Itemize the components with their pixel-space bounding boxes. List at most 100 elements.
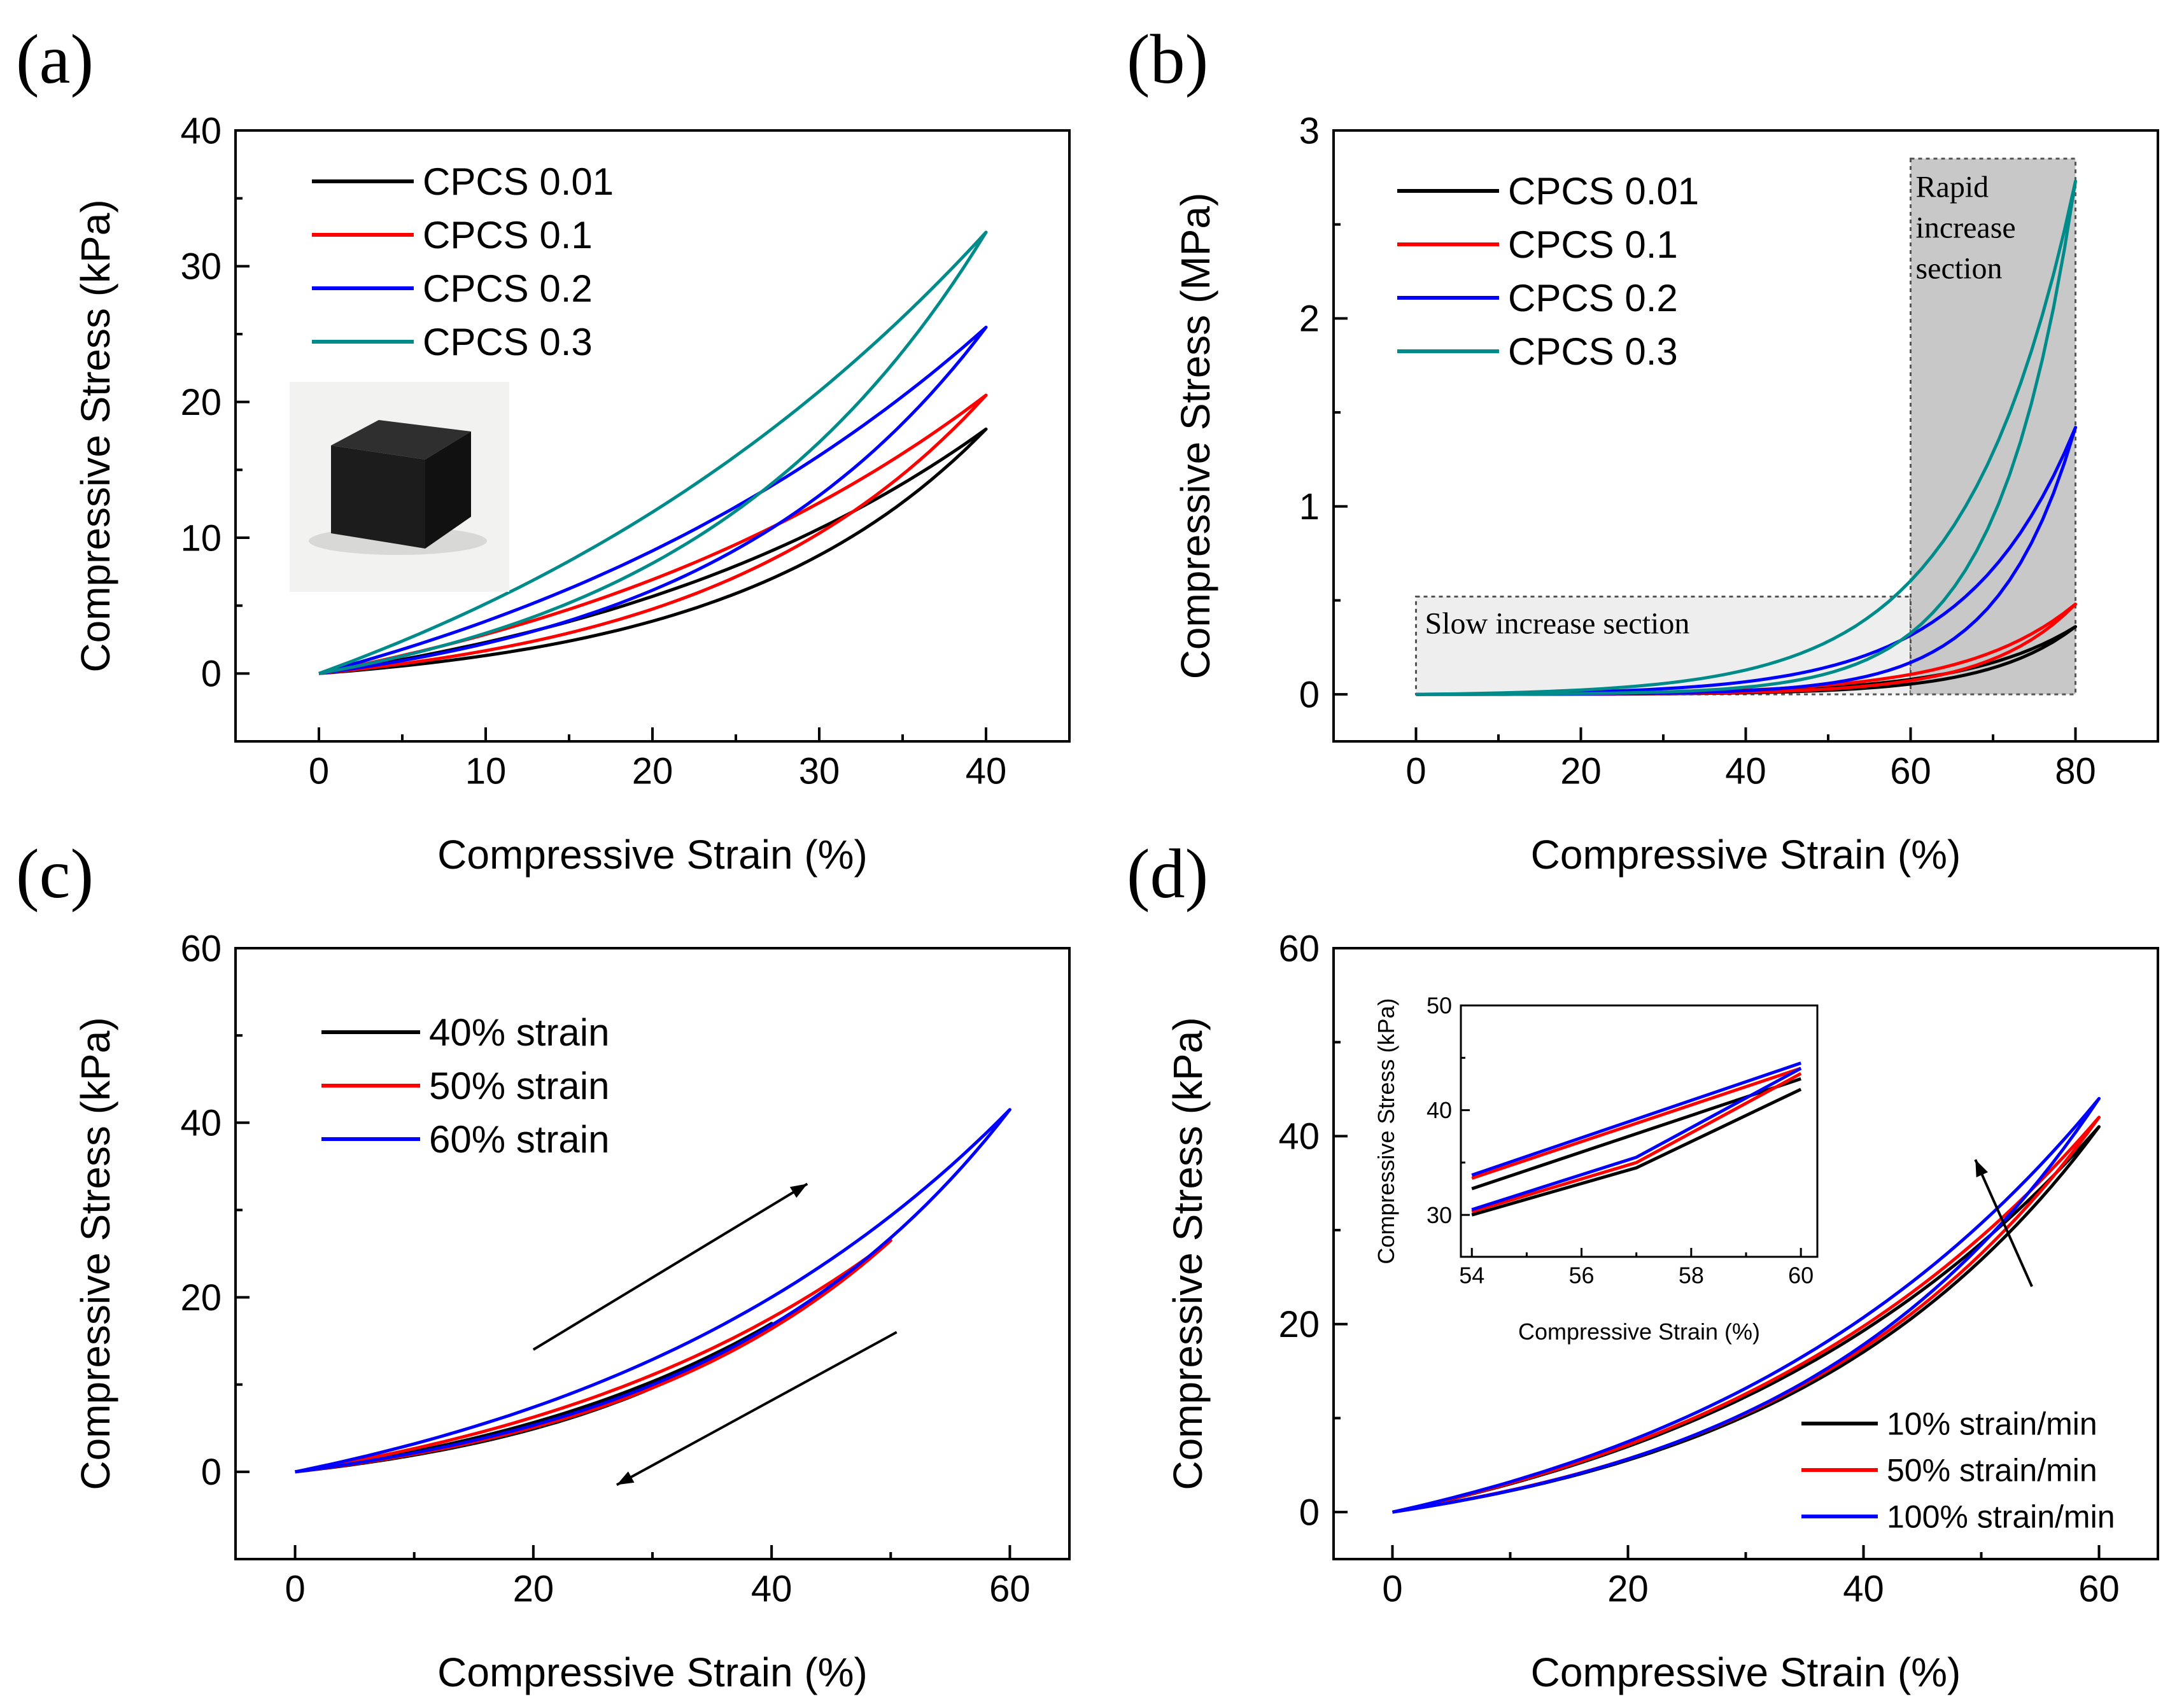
chart-panel-c: (c) 0 20 40 60 0 20 40 60 Compressive Strain (%) C… — [16, 835, 1071, 1695]
slow-increase-region — [1415, 596, 1912, 696]
chart-panel-b: (b) Slow increase section Rapid increase sec… — [1127, 20, 2159, 878]
rapid-increase-label: Rapid — [1916, 170, 1989, 204]
series-line-cpcs-0-3 — [318, 230, 988, 675]
y-tick-label: 0 — [1299, 1492, 1320, 1533]
y-tick-label: 0 — [1299, 674, 1320, 715]
x-axis-label: Compressive Strain (%) — [1531, 832, 1961, 878]
legend-entry: CPCS 0.01 — [1508, 170, 1699, 213]
x-tick-label: 58 — [1679, 1262, 1704, 1288]
y-tick-label: 10 — [180, 517, 222, 559]
y-axis-label: Compressive Stress (MPa) — [1173, 193, 1218, 680]
x-tick-label: 40 — [1725, 751, 1766, 792]
legend-entry: 100% strain/min — [1887, 1499, 2115, 1535]
foam-cube-photo — [290, 382, 509, 592]
legend-entry: CPCS 0.2 — [423, 267, 593, 310]
slow-increase-label: Slow increase section — [1425, 607, 1690, 641]
legend-entry: 50% strain/min — [1887, 1453, 2097, 1488]
x-tick-label: 0 — [309, 751, 329, 792]
y-tick-label: 40 — [1427, 1097, 1452, 1123]
inset-unload-line — [1471, 1067, 1801, 1180]
legend: 40% strain 50% strain 60% strain — [321, 1011, 609, 1161]
legend-entry: 60% strain — [429, 1118, 609, 1161]
inset-load-line — [1471, 1088, 1802, 1217]
x-tick-label: 20 — [1607, 1569, 1649, 1610]
x-tick-label: 20 — [513, 1569, 554, 1610]
y-tick-label: 20 — [1278, 1304, 1320, 1345]
y-tick-label: 40 — [180, 110, 222, 151]
y-tick-label: 60 — [1278, 928, 1320, 969]
y-tick-label: 20 — [180, 382, 222, 423]
arrow-loading — [532, 1182, 808, 1351]
x-axis-label: Compressive Strain (%) — [1518, 1319, 1760, 1345]
x-tick-label: 56 — [1569, 1262, 1595, 1288]
x-axis-label: Compressive Strain (%) — [437, 1649, 868, 1695]
plot-frame — [234, 947, 1071, 1560]
series-line-60-strain — [295, 1108, 1011, 1474]
series-line-cpcs-0-3 — [1416, 179, 2077, 696]
x-tick-label: 30 — [799, 751, 840, 792]
y-tick-label: 40 — [1278, 1116, 1320, 1158]
y-tick-label: 30 — [180, 246, 222, 288]
arrow-increasing-rate — [1974, 1159, 2033, 1287]
series-line-40-strain — [295, 1322, 773, 1474]
y-tick-label: 30 — [1427, 1202, 1452, 1228]
chart-panel-d: (d) 0 20 40 60 0 20 40 60 Compressive Strain (%) C… — [1127, 835, 2159, 1695]
x-tick-label: 0 — [1406, 751, 1426, 792]
cube-front-face — [331, 445, 425, 549]
x-tick-label: 0 — [1382, 1569, 1402, 1610]
x-tick-label: 20 — [1560, 751, 1602, 792]
panel-label: (b) — [1127, 20, 1208, 98]
rapid-increase-label: section — [1916, 251, 2003, 285]
series-line-100-strain-min — [1391, 1096, 2101, 1514]
legend-entry: CPCS 0.01 — [423, 160, 614, 203]
series-line-cpcs-0-1 — [318, 393, 988, 675]
y-axis-label: Compressive Stress (kPa) — [73, 1017, 118, 1490]
y-tick-label: 40 — [180, 1103, 222, 1144]
series-group — [1391, 1096, 2101, 1514]
inset-load-line — [1471, 1072, 1802, 1214]
y-tick-label: 3 — [1299, 110, 1320, 151]
legend: CPCS 0.01 CPCS 0.1 CPCS 0.2 CPCS 0.3 — [312, 160, 614, 363]
cube-top-face — [331, 420, 471, 459]
y-axis-label: Compressive Stress (kPa) — [1165, 1017, 1211, 1490]
legend-entry: CPCS 0.1 — [1508, 223, 1678, 266]
x-tick-label: 40 — [1843, 1569, 1884, 1610]
y-axis-label: Compressive Stress (kPa) — [1373, 998, 1399, 1264]
cube-side-face — [425, 431, 471, 549]
legend-entry: CPCS 0.1 — [423, 214, 593, 256]
x-axis-label: Compressive Strain (%) — [437, 832, 868, 878]
x-axis-label: Compressive Strain (%) — [1531, 1649, 1961, 1695]
arrow-unloading — [616, 1331, 898, 1487]
series-group — [318, 230, 988, 675]
plot-frame — [1460, 1004, 1819, 1258]
legend-entry: 40% strain — [429, 1011, 609, 1054]
x-tick-label: 60 — [1890, 751, 1931, 792]
x-tick-label: 0 — [285, 1569, 305, 1610]
arrow-unloading-head — [616, 1471, 635, 1485]
legend-entry: 10% strain/min — [1887, 1406, 2097, 1442]
arrow-increasing-rate-head — [1975, 1159, 1988, 1178]
panel-label: (a) — [16, 20, 94, 98]
series-line-cpcs-0-2 — [318, 325, 988, 675]
y-tick-label: 50 — [1427, 993, 1452, 1019]
x-tick-label: 20 — [632, 751, 673, 792]
legend: 10% strain/min 50% strain/min 100% strain/… — [1801, 1406, 2115, 1535]
legend-entry: CPCS 0.3 — [423, 321, 593, 363]
inset-load-line — [1471, 1067, 1802, 1212]
legend: CPCS 0.01 CPCS 0.1 CPCS 0.2 CPCS 0.3 — [1397, 170, 1699, 373]
x-tick-label: 60 — [2078, 1569, 2120, 1610]
legend-entry: CPCS 0.2 — [1508, 277, 1678, 319]
legend-entry: 50% strain — [429, 1065, 609, 1107]
x-tick-label: 54 — [1459, 1262, 1484, 1288]
x-tick-label: 40 — [751, 1569, 793, 1610]
x-tick-label: 10 — [465, 751, 507, 792]
y-tick-label: 2 — [1299, 298, 1320, 340]
x-tick-label: 60 — [1788, 1262, 1814, 1288]
y-tick-label: 1 — [1299, 486, 1320, 528]
arrow-loading-head — [789, 1184, 808, 1198]
chart-panel-a: (a) 0 10 20 30 40 0 10 20 30 40 Compressive Strain … — [16, 20, 1071, 878]
x-tick-label: 40 — [966, 751, 1007, 792]
y-tick-label: 60 — [180, 928, 222, 969]
x-tick-label: 60 — [989, 1569, 1031, 1610]
